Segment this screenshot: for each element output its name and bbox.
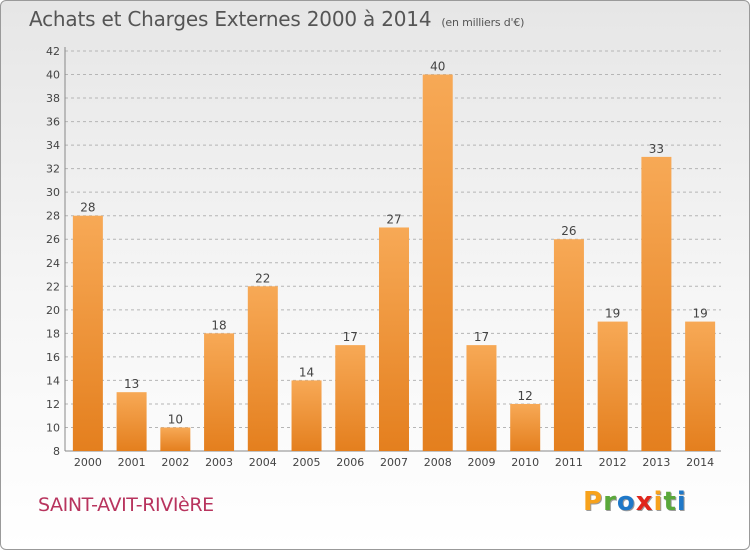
bar-value-label: 14 xyxy=(299,365,314,379)
x-tick-label: 2001 xyxy=(118,456,146,469)
y-tick-label: 18 xyxy=(46,327,60,340)
logo-letter: P xyxy=(583,487,604,517)
bar xyxy=(291,380,322,451)
x-tick-label: 2002 xyxy=(161,456,189,469)
bar xyxy=(553,239,584,451)
x-tick-label: 2008 xyxy=(424,456,452,469)
bar xyxy=(641,156,672,451)
y-tick-label: 40 xyxy=(46,69,60,82)
x-tick-label: 2005 xyxy=(293,456,321,469)
bar xyxy=(685,321,716,451)
chart-subtitle: (en milliers d'€) xyxy=(441,16,525,29)
x-tick-label: 2011 xyxy=(555,456,583,469)
logo-letter: t xyxy=(663,487,677,517)
bar xyxy=(160,427,191,451)
bar xyxy=(379,227,409,451)
bar-value-label: 18 xyxy=(211,318,226,332)
bar-value-label: 17 xyxy=(474,330,489,344)
x-tick-label: 2000 xyxy=(74,456,102,469)
y-tick-label: 14 xyxy=(46,374,60,387)
y-tick-label: 34 xyxy=(46,139,60,152)
x-tick-label: 2010 xyxy=(511,456,539,469)
chart-title: Achats et Charges Externes 2000 à 2014 (e… xyxy=(29,7,524,31)
y-tick-label: 10 xyxy=(46,421,60,434)
x-tick-label: 2004 xyxy=(249,456,277,469)
y-tick-label: 38 xyxy=(46,92,60,105)
y-tick-label: 36 xyxy=(46,116,60,129)
x-tick-label: 2007 xyxy=(380,456,408,469)
bar-value-label: 19 xyxy=(605,307,620,321)
bar-value-label: 17 xyxy=(343,330,358,344)
bar-value-label: 10 xyxy=(168,412,183,426)
bar-value-label: 13 xyxy=(124,377,139,391)
bar xyxy=(204,333,235,451)
y-tick-label: 32 xyxy=(46,163,60,176)
bar xyxy=(422,74,453,451)
y-tick-label: 42 xyxy=(46,45,60,58)
y-tick-label: 12 xyxy=(46,398,60,411)
bar-value-label: 12 xyxy=(518,389,533,403)
x-tick-label: 2006 xyxy=(336,456,364,469)
x-tick-label: 2014 xyxy=(686,456,714,469)
bar-value-label: 33 xyxy=(649,142,664,156)
logo-letter: o xyxy=(616,487,636,517)
x-tick-label: 2009 xyxy=(467,456,495,469)
bar xyxy=(116,392,147,451)
x-tick-label: 2012 xyxy=(599,456,627,469)
y-tick-label: 24 xyxy=(46,257,60,270)
logo-letter: r xyxy=(603,487,617,517)
bar xyxy=(466,345,497,451)
y-tick-label: 30 xyxy=(46,186,60,199)
bar-value-label: 27 xyxy=(386,212,401,226)
bar xyxy=(335,345,366,451)
y-tick-label: 22 xyxy=(46,280,60,293)
bar-value-label: 19 xyxy=(692,307,707,321)
bar-value-label: 26 xyxy=(561,224,576,238)
logo-letter: i xyxy=(676,487,687,517)
y-tick-label: 28 xyxy=(46,210,60,223)
x-tick-label: 2013 xyxy=(642,456,670,469)
bar xyxy=(510,403,541,451)
chart-title-text: Achats et Charges Externes 2000 à 2014 xyxy=(29,7,432,31)
x-tick-label: 2003 xyxy=(205,456,233,469)
bar xyxy=(597,321,628,451)
y-tick-label: 16 xyxy=(46,351,60,364)
y-tick-label: 8 xyxy=(53,445,60,458)
y-tick-label: 20 xyxy=(46,304,60,317)
bar-value-label: 22 xyxy=(255,271,270,285)
bar xyxy=(72,215,103,451)
commune-name: SAINT-AVIT-RIVIèRE xyxy=(38,494,214,516)
logo-letter: x xyxy=(635,487,654,517)
y-tick-label: 26 xyxy=(46,233,60,246)
proxiti-logo: Proxiti xyxy=(583,487,687,517)
logo-letter: i xyxy=(653,487,664,517)
bar-value-label: 28 xyxy=(80,201,95,215)
bar xyxy=(247,286,278,451)
bar-value-label: 40 xyxy=(430,60,445,74)
